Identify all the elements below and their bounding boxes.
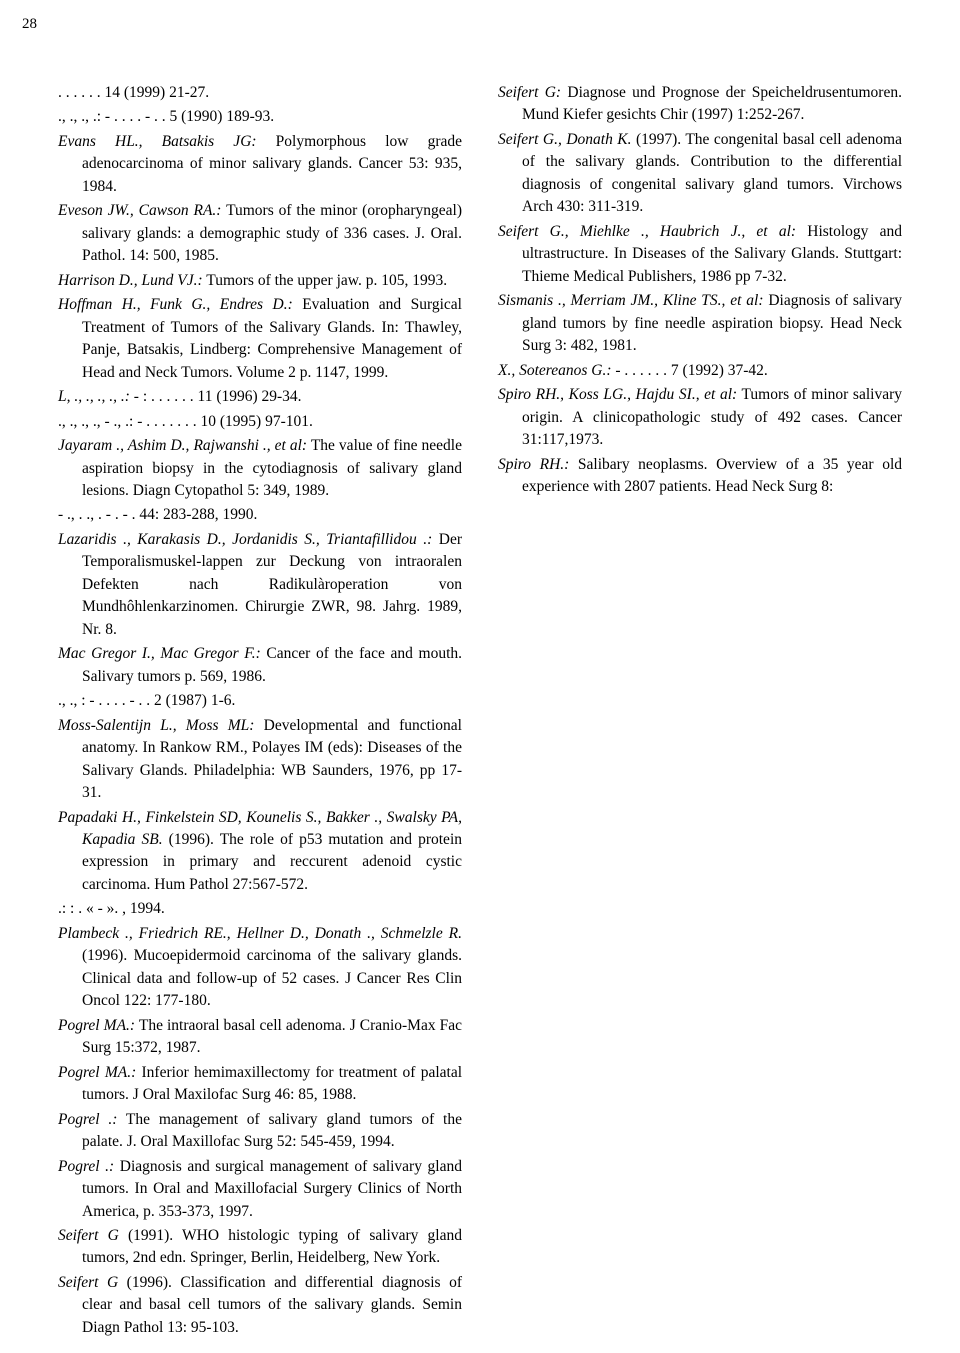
reference-item: Evans HL., Batsakis JG: Polymorphous low… xyxy=(58,131,462,198)
reference-authors: Seifert G xyxy=(58,1274,118,1291)
reference-item: Jayaram ., Ashim D., Rajwanshi ., et al:… xyxy=(58,435,462,502)
reference-authors: Moss-Salentijn L., Moss ML: xyxy=(58,717,254,734)
reference-item: Spiro RH., Koss LG., Hajdu SI., et al: T… xyxy=(498,384,902,451)
reference-authors: Pogrel MA.: xyxy=(58,1064,136,1081)
reference-item: Seifert G (1991). WHO histologic typing … xyxy=(58,1225,462,1270)
reference-text: - . . . . . . 7 (1992) 37-42. xyxy=(612,362,768,379)
reference-authors: Seifert G: xyxy=(498,84,561,101)
reference-text: (1996). Classification and differential … xyxy=(82,1274,462,1336)
reference-authors: Seifert G xyxy=(58,1227,119,1244)
reference-text: ., ., : - . . . . - . . 2 (1987) 1-6. xyxy=(58,692,235,709)
reference-item: X., Sotereanos G.: - . . . . . . 7 (1992… xyxy=(498,360,902,382)
reference-item: Spiro RH.: Salibary neoplasms. Overview … xyxy=(498,454,902,499)
reference-item: Plambeck ., Friedrich RE., Hellner D., D… xyxy=(58,923,462,1013)
reference-text: .: : . « - ». , 1994. xyxy=(58,900,165,917)
reference-authors: Pogrel .: xyxy=(58,1111,117,1128)
reference-item: Pogrel MA.: The intraoral basal cell ade… xyxy=(58,1015,462,1060)
reference-item: ., ., ., ., - ., .: - . . xyxy=(58,411,462,433)
reference-text: - ., . ., . - . xyxy=(58,506,257,523)
reference-item: Seifert G: Diagnose und Prognose der Spe… xyxy=(498,82,902,127)
reference-item: Harrison D., Lund VJ.: Tumors of the upp… xyxy=(58,270,462,292)
reference-item: ., ., : - . . . . - . . 2 (1987) 1-6. xyxy=(58,690,462,712)
reference-authors: Spiro RH., Koss LG., Hajdu SI., et al: xyxy=(498,386,737,403)
reference-item: Pogrel MA.: Inferior hemimaxillectomy fo… xyxy=(58,1062,462,1107)
reference-authors: Plambeck ., Friedrich RE., Hellner D., D… xyxy=(58,925,462,942)
reference-text: Inferior hemimaxillectomy for treatment … xyxy=(82,1064,462,1103)
reference-authors: Eveson JW., Cawson RA.: xyxy=(58,202,221,219)
reference-text: Diagnosis and surgical management of sal… xyxy=(82,1158,462,1220)
reference-text: . . . . . . 14 (1999) 21-27. xyxy=(58,84,209,101)
reference-item: Lazaridis ., Karakasis D., Jordanidis S.… xyxy=(58,529,462,641)
reference-item: - ., . ., . - . xyxy=(58,504,462,526)
reference-text: The intraoral basal cell adenoma. J Cran… xyxy=(82,1017,462,1056)
reference-item: Seifert G (1996). Classification and dif… xyxy=(58,1272,462,1339)
reference-text: ., ., ., ., - ., .: - . . xyxy=(58,413,313,430)
reference-columns: . . . . . . 14 (1999) 21-27. ., ., ., .: … xyxy=(58,82,902,1342)
reference-item: . . . . . . 14 (1999) 21-27. xyxy=(58,82,462,104)
reference-item: Hoffman H., Funk G., Endres D.: Evaluati… xyxy=(58,294,462,384)
reference-authors: Lazaridis ., Karakasis D., Jordanidis S.… xyxy=(58,531,432,548)
reference-text: Diagnose und Prognose der Speicheldrusen… xyxy=(522,84,902,123)
reference-authors: L, ., ., ., ., .: xyxy=(58,388,130,405)
reference-item: Seifert G., Donath K. (1997). The congen… xyxy=(498,129,902,219)
reference-authors: Mac Gregor I., Mac Gregor F.: xyxy=(58,645,261,662)
reference-authors: Hoffman H., Funk G., Endres D.: xyxy=(58,296,293,313)
reference-authors: Pogrel MA.: xyxy=(58,1017,135,1034)
page: 28 . . . . . . 14 (1999) 21-27. ., ., ., … xyxy=(0,0,960,1353)
reference-authors: Evans HL., Batsakis JG: xyxy=(58,133,257,150)
reference-item: L, ., ., ., ., .: - : . . . . xyxy=(58,386,462,408)
reference-text: ., ., ., .: - . . . . - . . 5 (1990) 189… xyxy=(58,108,274,125)
reference-authors: Seifert G., Miehlke ., Haubrich J., et a… xyxy=(498,223,796,240)
reference-text: Salibary neoplasms. Overview of a 35 yea… xyxy=(522,456,902,495)
reference-text: (1996). Mucoepidermoid carcinoma of the … xyxy=(82,947,462,1009)
reference-text: (1991). WHO histologic typing of salivar… xyxy=(82,1227,462,1266)
reference-authors: Harrison D., Lund VJ.: xyxy=(58,272,203,289)
reference-item: ., ., ., .: - . . . . - . . 5 (1990) 189… xyxy=(58,106,462,128)
reference-authors: Jayaram ., Ashim D., Rajwanshi ., et al: xyxy=(58,437,307,454)
reference-text: Tumors of the upper jaw. p. 105, 1993. xyxy=(203,272,447,289)
reference-item: Eveson JW., Cawson RA.: Tumors of the mi… xyxy=(58,200,462,267)
reference-item: Seifert G., Miehlke ., Haubrich J., et a… xyxy=(498,221,902,288)
page-number: 28 xyxy=(22,16,37,33)
reference-authors: X., Sotereanos G.: xyxy=(498,362,612,379)
reference-authors: Sismanis ., Merriam JM., Kline TS., et a… xyxy=(498,292,764,309)
reference-item: Pogrel .: The management of salivary gla… xyxy=(58,1109,462,1154)
reference-item: Papadaki H., Finkelstein SD, Kounelis S.… xyxy=(58,807,462,897)
reference-text: - : . . . . . . 11 (1996) 29-34. xyxy=(130,388,302,405)
reference-item: .: : . « - ». , 1994. xyxy=(58,898,462,920)
reference-authors: Seifert G., Donath K. xyxy=(498,131,632,148)
reference-item: Sismanis ., Merriam JM., Kline TS., et a… xyxy=(498,290,902,357)
reference-item: Moss-Salentijn L., Moss ML: Developmenta… xyxy=(58,715,462,805)
reference-item: Mac Gregor I., Mac Gregor F.: Cancer of … xyxy=(58,643,462,688)
reference-text: The management of salivary gland tumors … xyxy=(82,1111,462,1150)
reference-authors: Pogrel .: xyxy=(58,1158,114,1175)
reference-authors: Spiro RH.: xyxy=(498,456,569,473)
reference-item: Pogrel .: Diagnosis and surgical managem… xyxy=(58,1156,462,1223)
